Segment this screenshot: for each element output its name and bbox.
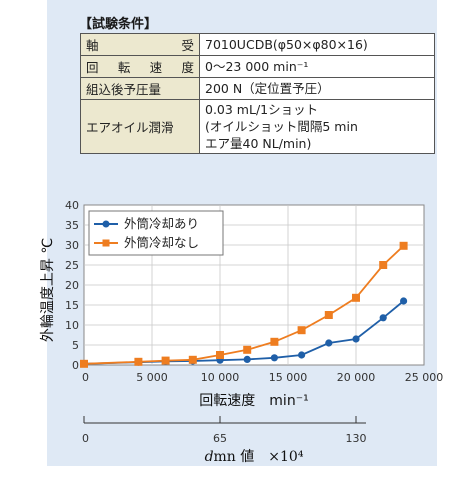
data-point-2: [297, 326, 306, 335]
data-point-2: [216, 351, 224, 359]
data-point-2: [379, 261, 388, 269]
conditions-value-preload: 200 N（定位置予圧）: [199, 77, 435, 100]
y-tick-label: 15: [65, 299, 79, 312]
data-point-1: [298, 351, 306, 359]
x-tick-label: 25 000: [405, 371, 444, 384]
data-point-2: [352, 293, 360, 302]
data-point-2: [134, 357, 143, 366]
dmn-axis: 0 65 130 dmn 値 ×10⁴: [82, 416, 367, 465]
series-layer: [80, 241, 408, 368]
y-axis-title: 外輪温度上昇 ℃: [39, 238, 56, 342]
legend: 外筒冷却あり 外筒冷却なし: [88, 210, 224, 256]
data-point-1: [400, 297, 408, 305]
legend-marker-cooled: [102, 220, 110, 228]
dmn-tick-label: 0: [82, 432, 89, 445]
conditions-row-preload: 組込後予圧量 200 N（定位置予圧）: [80, 77, 435, 100]
y-tick-label: 35: [65, 219, 79, 232]
x-tick-label: 15 000: [269, 371, 308, 384]
data-point-2: [270, 337, 279, 346]
data-point-2: [399, 241, 408, 250]
data-point-2: [161, 356, 170, 365]
y-tick-label: 25: [65, 259, 79, 272]
conditions-key-lubrication: エアオイル潤滑: [80, 99, 200, 154]
conditions-title: 【試験条件】: [79, 17, 158, 32]
data-point-2: [80, 359, 88, 368]
y-tick-label: 40: [65, 199, 79, 212]
data-point-2: [324, 311, 333, 319]
legend-marker-uncooled: [102, 239, 110, 247]
y-tick-labels: 0 5 10 15 20 25 30 35 40: [65, 199, 79, 372]
legend-label-cooled: 外筒冷却あり: [124, 216, 199, 231]
dmn-axis-title-rest: mn 値 ×10⁴: [214, 449, 304, 465]
series-line-2: [83, 245, 405, 365]
data-point-1: [379, 314, 387, 322]
x-tick-label: 20 000: [337, 371, 376, 384]
conditions-value-line: エア量40 NL/min): [205, 136, 312, 151]
conditions-key-speed-part: 度: [181, 60, 194, 75]
data-point-1: [243, 355, 251, 363]
y-tick-label: 0: [72, 359, 79, 372]
conditions-value-lubrication: 0.03 mL/1ショット (オイルショット間隔5 min エア量40 NL/m…: [199, 99, 435, 154]
x-tick-label: 0: [82, 371, 89, 384]
y-tick-label: 10: [65, 319, 79, 332]
conditions-key-bearing-part: 軸: [86, 38, 99, 53]
conditions-value-line: (オイルショット間隔5 min: [205, 119, 358, 134]
conditions-key-bearing: 軸 受: [80, 33, 200, 56]
dmn-axis-title: dmn 値 ×10⁴: [205, 449, 304, 465]
dmn-tick-label: 65: [213, 432, 227, 445]
x-axis-title: 回転速度 min⁻¹: [199, 393, 308, 409]
data-point-1: [325, 339, 333, 347]
conditions-key-speed-part: 速: [149, 60, 163, 75]
conditions-row-bearing: 軸 受 7010UCDB(φ50×φ80×16): [80, 33, 435, 56]
conditions-row-lubrication: エアオイル潤滑 0.03 mL/1ショット (オイルショット間隔5 min エア…: [80, 99, 435, 154]
y-tick-label: 20: [65, 279, 79, 292]
conditions-table: 軸 受 7010UCDB(φ50×φ80×16) 回 転 速 度 0〜23 00…: [80, 33, 435, 154]
conditions-value-line: 0.03 mL/1ショット: [205, 102, 319, 117]
legend-box: [88, 210, 224, 256]
conditions-key-speed-part: 転: [117, 60, 131, 75]
dmn-ticks: 0 65 130: [82, 416, 367, 445]
x-tick-label: 10 000: [201, 371, 240, 384]
y-tick-label: 5: [72, 339, 79, 352]
data-point-1: [270, 354, 278, 362]
y-tick-label: 30: [65, 239, 79, 252]
x-tick-labels: 0 5 000 10 000 15 000 20 000 25 000: [82, 371, 443, 384]
dmn-axis-title-d: d: [205, 449, 214, 465]
conditions-key-speed-part: 回: [86, 60, 99, 75]
conditions-value-speed: 0〜23 000 min⁻¹: [199, 55, 435, 78]
conditions-key-bearing-part: 受: [181, 38, 194, 53]
data-point-1: [352, 335, 360, 343]
legend-label-uncooled: 外筒冷却なし: [124, 235, 199, 250]
dmn-tick-label: 130: [346, 432, 367, 445]
conditions-row-speed: 回 転 速 度 0〜23 000 min⁻¹: [80, 55, 435, 78]
data-point-2: [243, 345, 252, 354]
data-point-2: [188, 355, 197, 364]
conditions-value-bearing: 7010UCDB(φ50×φ80×16): [199, 33, 435, 56]
x-tick-label: 5 000: [136, 371, 168, 384]
